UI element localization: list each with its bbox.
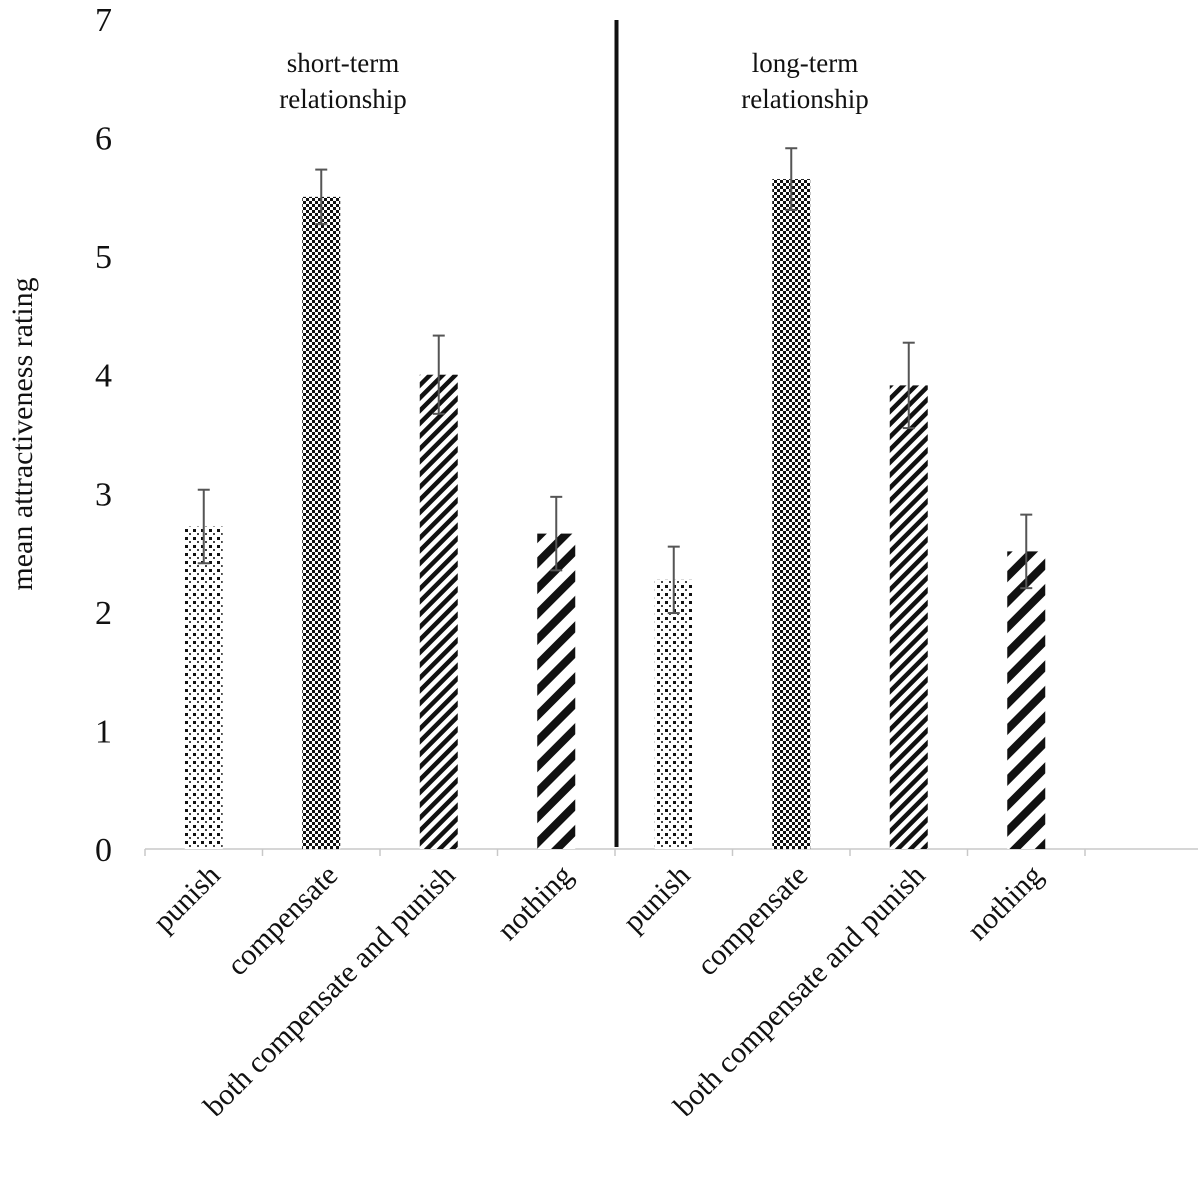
bar-short-term-both-compensate-and-punish [419, 374, 458, 849]
panel-label-line2: relationship [279, 84, 406, 114]
bar-short-term-punish [184, 526, 223, 849]
y-tick-label: 1 [95, 713, 112, 750]
y-tick-label: 7 [95, 2, 112, 39]
panel-label-line2: relationship [741, 84, 868, 114]
x-category-label: nothing [491, 859, 579, 947]
x-category-label: nothing [961, 859, 1049, 947]
panel-label-line1: short-term [287, 48, 399, 78]
panel-label-line1: long-term [752, 48, 858, 78]
y-tick-label: 6 [95, 121, 112, 158]
x-category-label: punish [617, 859, 697, 939]
x-category-label: compensate [221, 859, 344, 982]
bar-long-term-compensate [772, 179, 811, 850]
x-category-label: both compensate and punish [197, 859, 461, 1123]
bar-long-term-both-compensate-and-punish [889, 385, 928, 849]
y-axis-title: mean attractiveness rating [6, 277, 39, 590]
y-tick-label: 3 [95, 476, 112, 513]
y-tick-label: 4 [95, 358, 112, 395]
bar-short-term-nothing [537, 533, 576, 849]
bar-short-term-compensate [302, 196, 341, 849]
x-category-label: punish [147, 859, 227, 939]
y-tick-label: 2 [95, 595, 112, 632]
bars-layer [184, 179, 1046, 850]
bar-long-term-nothing [1007, 551, 1046, 849]
error-bars-layer [197, 147, 1033, 615]
x-category-label: compensate [691, 859, 814, 982]
x-category-label: both compensate and punish [667, 859, 931, 1123]
y-tick-label: 0 [95, 832, 112, 869]
y-tick-label: 5 [95, 239, 112, 276]
bar-long-term-punish [654, 579, 693, 849]
